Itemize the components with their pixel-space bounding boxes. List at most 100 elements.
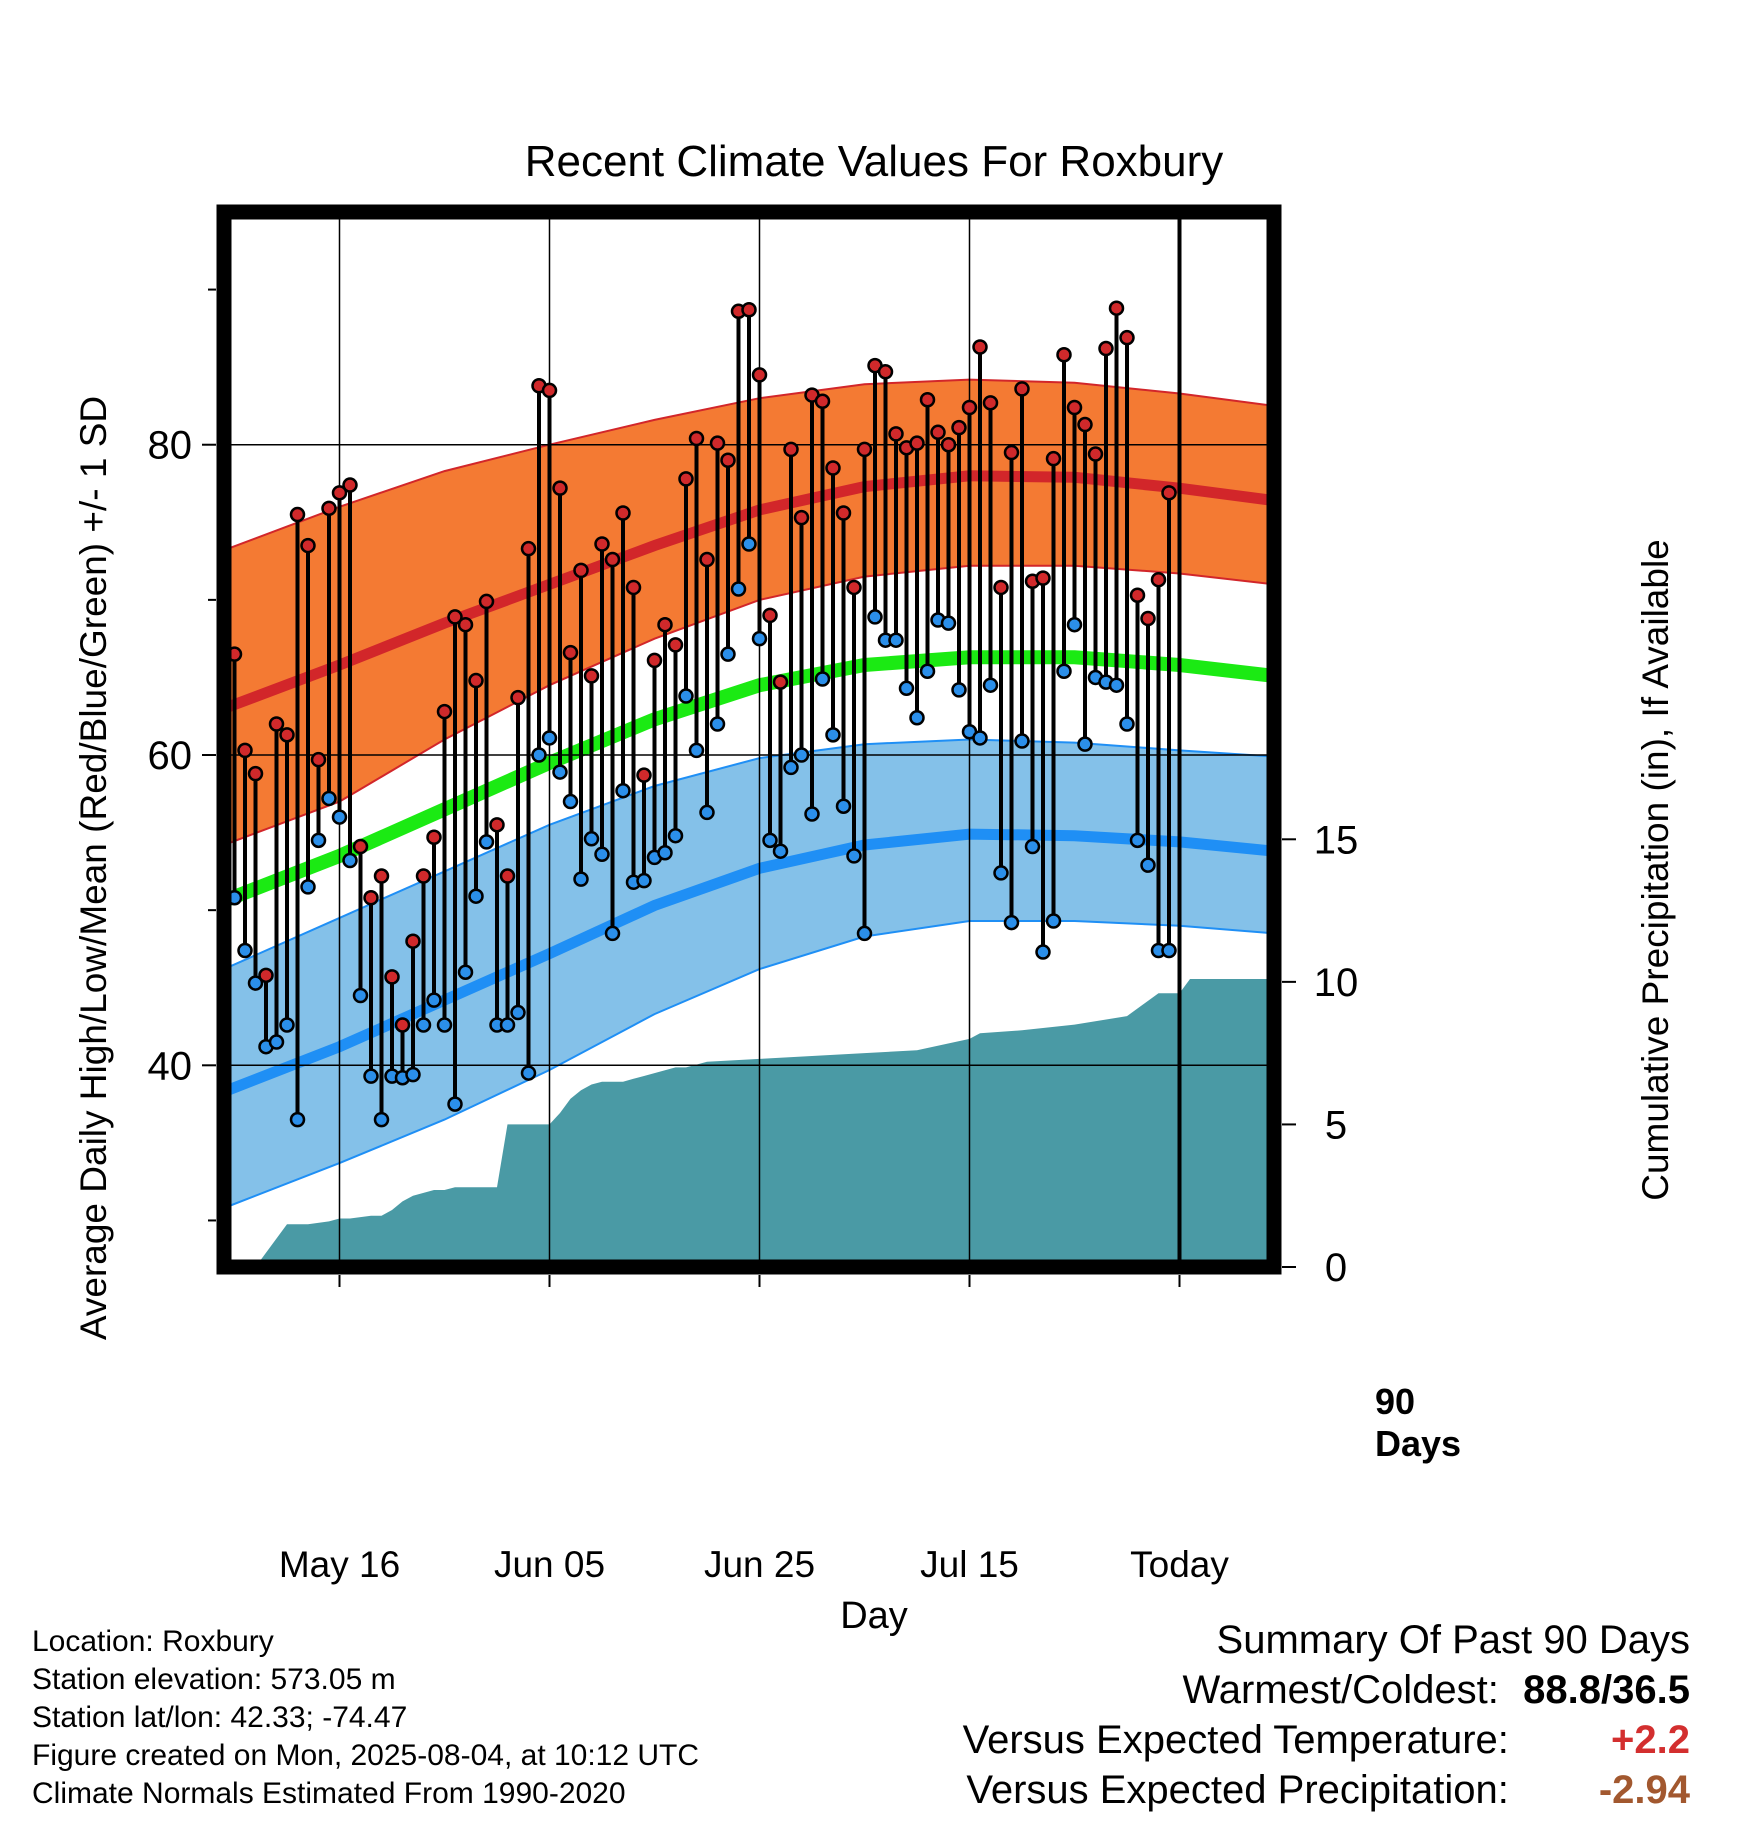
daily-low-point [415, 1017, 432, 1033]
daily-high-point [321, 500, 337, 517]
daily-low-point [405, 1066, 421, 1083]
daily-high-point [363, 890, 379, 906]
daily-high-point [415, 868, 432, 884]
daily-low-point [940, 615, 957, 631]
daily-high-point [762, 607, 778, 624]
daily-low-point [678, 688, 694, 704]
daily-low-point [447, 1096, 463, 1112]
latlon-text: Station lat/lon: 42.33; -74.47 [32, 1701, 408, 1734]
daily-high-point [940, 436, 957, 453]
plot-frame [216, 204, 1282, 1275]
daily-low-point [363, 1068, 379, 1084]
daily-low-point [730, 581, 747, 597]
plot-content [224, 212, 1274, 1267]
x-tick-label: Jul 15 [920, 1544, 1019, 1585]
daily-low-point [1119, 716, 1135, 732]
daily-high-point [384, 969, 400, 985]
daily-high-point [352, 838, 369, 855]
x-tick-label: Jun 25 [704, 1544, 815, 1585]
daily-low-point [499, 1017, 516, 1033]
daily-high-point [961, 399, 978, 416]
daily-low-point [699, 804, 715, 821]
today-label-days-count: 90 [1375, 1381, 1415, 1422]
daily-low-point [636, 872, 652, 889]
daily-high-point [300, 537, 316, 554]
y-tick-label-right: 10 [1314, 961, 1359, 1005]
daily-high-point [688, 430, 705, 447]
daily-high-point [678, 471, 694, 487]
daily-high-point [972, 339, 988, 355]
daily-low-point [300, 879, 316, 895]
daily-high-point [310, 751, 327, 768]
daily-high-point [478, 593, 495, 610]
daily-low-point [573, 871, 589, 887]
elevation-text: Station elevation: 573.05 m [32, 1663, 396, 1696]
daily-high-point [279, 727, 295, 743]
daily-low-point [1024, 838, 1041, 855]
daily-low-point [510, 1004, 526, 1021]
daily-low-point [1056, 663, 1072, 679]
daily-low-point [982, 677, 999, 693]
temp-label: Versus Expected Temperature: [962, 1718, 1509, 1762]
daily-high-point [982, 395, 999, 411]
daily-low-point [520, 1065, 537, 1081]
summary-temp-row: Versus Expected Temperature: +2.2 [963, 1715, 1690, 1765]
daily-low-point [1077, 736, 1093, 752]
daily-low-point [793, 747, 810, 763]
daily-low-point [898, 680, 915, 697]
daily-high-point [720, 452, 736, 468]
daily-low-point [373, 1111, 390, 1128]
daily-low-point [1140, 857, 1156, 873]
daily-high-point [258, 967, 274, 984]
location-text: Location: Roxbury [32, 1625, 274, 1658]
precip-label: Versus Expected Precipitation: [966, 1768, 1509, 1812]
y-tick-label-right: 15 [1314, 818, 1359, 862]
daily-low-point [268, 1034, 285, 1050]
daily-high-point [342, 477, 358, 493]
daily-low-point [867, 609, 883, 625]
daily-low-point [814, 671, 831, 687]
daily-low-point [247, 975, 264, 991]
daily-low-point [583, 831, 600, 847]
daily-low-point [720, 646, 736, 662]
daily-low-point [1129, 832, 1146, 849]
daily-high-point [1098, 340, 1114, 357]
daily-high-point [1014, 381, 1030, 397]
summary-warm-cold-row: Warmest/Coldest: 88.8/36.5 [963, 1665, 1691, 1715]
daily-high-point [814, 393, 831, 410]
daily-high-point [541, 382, 558, 399]
daily-high-point [468, 672, 484, 689]
plot-area: May 16 Jun 05 Jun 25 Jul 15 Today 40 60 80 0 5 10 1… [148, 204, 1359, 1585]
daily-high-point [919, 391, 936, 408]
daily-low-point [352, 987, 369, 1004]
daily-low-point [688, 742, 705, 759]
y-tick-label-left: 40 [148, 1044, 193, 1088]
daily-low-point [762, 832, 778, 849]
daily-low-point [615, 782, 631, 799]
chart-title: Recent Climate Values For Roxbury [525, 137, 1224, 186]
daily-low-point [804, 806, 820, 822]
daily-high-point [1003, 444, 1020, 461]
daily-low-point [562, 793, 579, 810]
daily-low-point [604, 925, 621, 942]
daily-high-point [1087, 446, 1104, 462]
daily-low-point [1066, 616, 1083, 633]
daily-high-point [877, 364, 894, 380]
daily-low-point [279, 1017, 295, 1033]
daily-low-point [531, 747, 547, 763]
daily-low-point [783, 759, 799, 776]
daily-low-point [1014, 733, 1030, 749]
daily-high-point [1035, 570, 1051, 586]
x-tick-label: Jun 05 [494, 1544, 605, 1585]
station-info: Location: Roxbury Station elevation: 573… [32, 1623, 699, 1813]
daily-low-point [888, 632, 904, 648]
daily-high-point [373, 868, 390, 884]
daily-high-point [751, 367, 768, 383]
daily-low-point [552, 764, 568, 780]
daily-high-point [951, 419, 967, 436]
x-tick-label: May 16 [279, 1544, 400, 1585]
y-tick-label-right: 5 [1325, 1103, 1347, 1147]
x-tick-label: Today [1130, 1544, 1229, 1585]
daily-high-point [835, 505, 852, 521]
